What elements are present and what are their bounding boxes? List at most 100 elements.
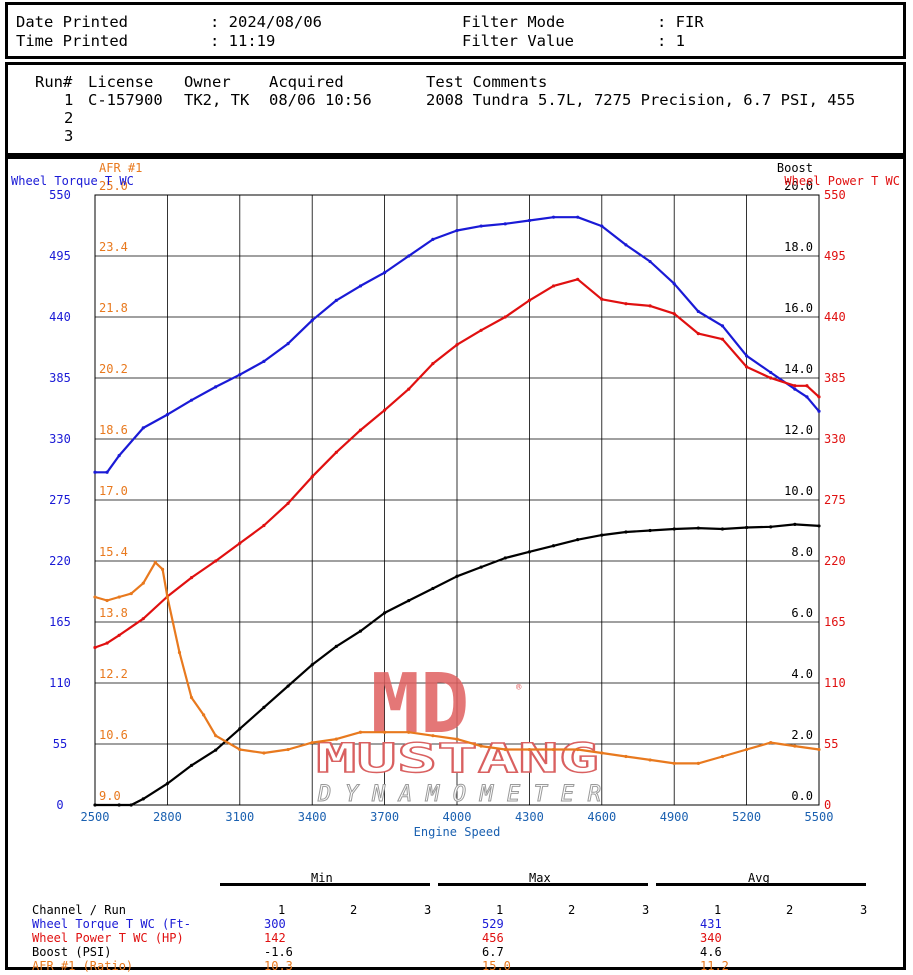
date-printed-label: Date Printed — [16, 13, 128, 31]
data-point-wheel-power-t-wc — [805, 384, 809, 388]
stats-run-header: 1 — [278, 903, 286, 917]
data-point-wheel-power-t-wc — [214, 559, 218, 563]
data-point-boost-psi — [720, 527, 725, 531]
data-point-boost-psi — [672, 527, 676, 531]
data-point-afr-1-ratio — [672, 761, 676, 766]
data-point-wheel-torque-t-wc — [310, 318, 314, 322]
data-point-afr-1-ratio — [769, 741, 773, 745]
data-point-afr-1-ratio — [189, 695, 194, 700]
stats-avg-value: 431 — [700, 917, 722, 931]
x-tick-label: 2500 — [81, 810, 110, 824]
right-boost-tick-label: 8.0 — [791, 545, 813, 559]
data-point-wheel-torque-t-wc — [624, 243, 628, 247]
stats-run-header: 3 — [424, 903, 432, 917]
data-point-boost-psi — [407, 599, 411, 603]
stats-run-header: 3 — [860, 903, 868, 917]
data-point-wheel-torque-t-wc — [817, 409, 821, 413]
x-tick-label: 3400 — [298, 810, 327, 824]
data-point-afr-1-ratio — [793, 744, 797, 748]
stats-run-header: 2 — [786, 903, 794, 917]
left-torque-axis-title: Wheel Torque T WC — [11, 174, 134, 188]
data-point-boost-psi — [551, 544, 556, 548]
data-point-afr-1-ratio — [358, 730, 363, 734]
logo-word-mustang: MUSTANG — [316, 736, 599, 782]
data-point-boost-psi — [648, 528, 652, 533]
left-afr-tick-label: 13.8 — [99, 606, 128, 620]
right-boost-tick-label: 18.0 — [784, 240, 813, 254]
data-point-wheel-torque-t-wc — [141, 426, 145, 430]
data-point-afr-1-ratio — [117, 595, 121, 599]
data-point-afr-1-ratio — [745, 747, 749, 752]
data-point-wheel-power-t-wc — [262, 523, 266, 528]
data-point-wheel-power-t-wc — [334, 450, 338, 454]
right-power-tick-label: 275 — [824, 493, 846, 507]
data-point-wheel-torque-t-wc — [334, 298, 338, 302]
stats-min-value: 10.3 — [264, 959, 293, 973]
run-comments: 2008 Tundra 5.7L, 7275 Precision, 6.7 PS… — [426, 91, 856, 109]
stats-avg-value: 11.2 — [700, 959, 729, 973]
time-printed-label: Time Printed — [16, 32, 128, 50]
data-point-boost-psi — [600, 533, 604, 537]
data-point-wheel-power-t-wc — [576, 277, 580, 281]
data-point-boost-psi — [358, 629, 363, 633]
stats-max-value: 529 — [482, 917, 504, 931]
data-point-afr-1-ratio — [129, 591, 133, 596]
logo-mark: MD — [371, 657, 470, 752]
left-torque-tick-label: 495 — [49, 249, 71, 263]
data-point-wheel-power-t-wc — [720, 337, 725, 341]
data-point-boost-psi — [817, 524, 821, 528]
data-point-boost-psi — [141, 797, 145, 801]
data-point-wheel-torque-t-wc — [793, 387, 797, 391]
left-torque-tick-label: 330 — [49, 432, 71, 446]
data-point-afr-1-ratio — [153, 560, 157, 564]
data-point-boost-psi — [286, 684, 290, 688]
x-tick-label: 5200 — [732, 810, 761, 824]
stats-row-name: Boost (PSI) — [32, 945, 112, 959]
run-owner: TK2, TK — [184, 91, 250, 109]
run-number: 3 — [64, 127, 74, 145]
data-point-boost-psi — [745, 525, 749, 530]
data-point-boost-psi — [129, 803, 133, 807]
left-torque-tick-label: 275 — [49, 493, 71, 507]
dyno-chart: MD ® MUSTANG DYNAMOMETER 2500 2800 3100 340… — [11, 161, 900, 839]
left-afr-tick-label: 18.6 — [99, 423, 128, 437]
left-afr-tick-label: 15.4 — [99, 545, 128, 559]
left-afr-axis-title: AFR #1 — [99, 161, 142, 175]
data-point-wheel-power-t-wc — [648, 304, 652, 308]
data-point-afr-1-ratio — [455, 737, 459, 741]
acquired-header: Acquired — [269, 73, 344, 91]
stats-max-value: 15.0 — [482, 959, 511, 973]
data-point-wheel-torque-t-wc — [117, 454, 121, 458]
data-point-afr-1-ratio — [165, 595, 169, 599]
filter-value-value: : 1 — [657, 32, 685, 50]
stats-row-name: Wheel Power T WC (HP) — [32, 931, 184, 945]
stats-header-label: Channel / Run — [32, 903, 126, 917]
data-point-wheel-torque-t-wc — [238, 373, 242, 377]
data-point-afr-1-ratio — [286, 747, 290, 752]
data-point-wheel-torque-t-wc — [648, 259, 652, 264]
data-point-wheel-power-t-wc — [745, 365, 749, 369]
comments-header: Test Comments — [426, 73, 548, 91]
data-point-wheel-torque-t-wc — [286, 342, 290, 346]
right-power-tick-label: 495 — [824, 249, 846, 263]
right-boost-tick-label: 16.0 — [784, 301, 813, 315]
data-point-afr-1-ratio — [214, 734, 218, 738]
data-point-boost-psi — [310, 663, 314, 667]
data-point-boost-psi — [503, 556, 507, 560]
stats-run-header: 2 — [350, 903, 358, 917]
stats-group-min: Min — [311, 871, 333, 885]
x-tick-label: 4900 — [660, 810, 689, 824]
data-point-afr-1-ratio — [93, 595, 97, 599]
data-point-wheel-torque-t-wc — [720, 324, 725, 328]
data-point-wheel-torque-t-wc — [431, 237, 435, 241]
data-point-wheel-torque-t-wc — [696, 309, 700, 314]
data-point-afr-1-ratio — [648, 758, 652, 762]
data-point-boost-psi — [214, 748, 218, 752]
right-power-tick-label: 0 — [824, 798, 831, 812]
data-point-boost-psi — [431, 586, 435, 591]
stats-avg-value: 4.6 — [700, 945, 722, 959]
left-torque-tick-label: 220 — [49, 554, 71, 568]
filter-mode-value: : FIR — [657, 13, 704, 31]
data-point-boost-psi — [527, 550, 532, 554]
stats-run-header: 1 — [714, 903, 722, 917]
